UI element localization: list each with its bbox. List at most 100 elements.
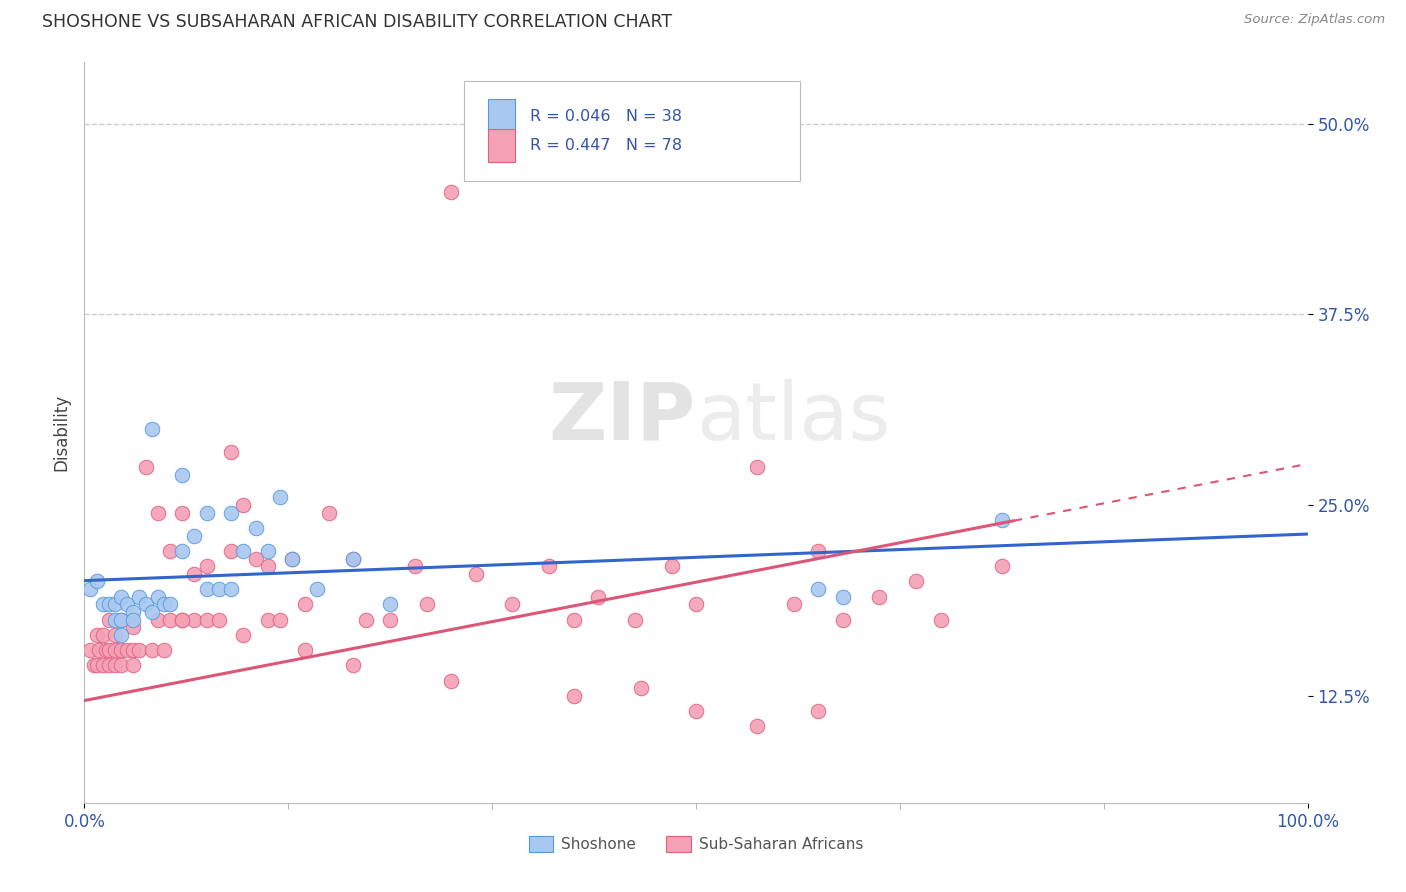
- Point: [110, 613, 132, 627]
- Point: [232, 628, 254, 642]
- Point: [110, 613, 132, 627]
- Point: [807, 582, 830, 596]
- Point: [91, 598, 114, 612]
- Point: [159, 613, 181, 627]
- Point: [342, 551, 364, 566]
- Point: [159, 598, 181, 612]
- Point: [96, 643, 118, 657]
- Point: [294, 643, 316, 657]
- Point: [79, 582, 101, 596]
- Point: [97, 613, 120, 627]
- Point: [991, 559, 1014, 574]
- Point: [404, 559, 426, 574]
- Y-axis label: Disability: Disability: [52, 394, 70, 471]
- Point: [172, 467, 194, 482]
- Point: [97, 643, 120, 657]
- Point: [807, 704, 830, 718]
- Point: [183, 613, 205, 627]
- Point: [104, 658, 127, 673]
- Point: [172, 506, 194, 520]
- Point: [122, 605, 145, 619]
- Point: [172, 613, 194, 627]
- Point: [122, 643, 145, 657]
- Point: [232, 498, 254, 512]
- Point: [141, 605, 163, 619]
- Point: [807, 544, 830, 558]
- Point: [624, 613, 647, 627]
- Point: [146, 613, 169, 627]
- Point: [538, 559, 561, 574]
- Point: [104, 628, 127, 642]
- Point: [122, 658, 145, 673]
- Point: [172, 613, 194, 627]
- Point: [586, 590, 609, 604]
- Point: [219, 444, 242, 458]
- FancyBboxPatch shape: [464, 81, 800, 181]
- Point: [747, 719, 769, 733]
- Point: [183, 566, 205, 581]
- Point: [219, 506, 242, 520]
- Point: [245, 521, 267, 535]
- Point: [342, 658, 364, 673]
- Point: [661, 559, 683, 574]
- Point: [104, 613, 127, 627]
- Point: [97, 598, 120, 612]
- Point: [318, 506, 340, 520]
- Point: [110, 628, 132, 642]
- Point: [195, 582, 218, 596]
- Point: [269, 491, 291, 505]
- Point: [905, 574, 928, 589]
- Point: [135, 598, 157, 612]
- Point: [294, 598, 316, 612]
- Point: [685, 704, 707, 718]
- Point: [91, 628, 114, 642]
- Point: [269, 613, 291, 627]
- Point: [281, 551, 304, 566]
- Point: [86, 628, 108, 642]
- Point: [183, 529, 205, 543]
- Legend: Shoshone, Sub-Saharan Africans: Shoshone, Sub-Saharan Africans: [523, 830, 869, 858]
- Point: [380, 613, 402, 627]
- Point: [257, 613, 280, 627]
- Point: [91, 658, 114, 673]
- Point: [141, 422, 163, 436]
- Point: [128, 643, 150, 657]
- Point: [141, 643, 163, 657]
- Point: [232, 544, 254, 558]
- Text: ZIP: ZIP: [548, 379, 696, 457]
- Point: [87, 643, 110, 657]
- Point: [219, 582, 242, 596]
- Point: [630, 681, 652, 696]
- Point: [104, 598, 127, 612]
- Point: [115, 598, 138, 612]
- Point: [146, 506, 169, 520]
- Point: [122, 620, 145, 634]
- Point: [831, 613, 853, 627]
- Point: [342, 551, 364, 566]
- Point: [135, 460, 157, 475]
- Point: [354, 613, 377, 627]
- Point: [257, 559, 280, 574]
- Point: [97, 658, 120, 673]
- Point: [159, 544, 181, 558]
- Point: [562, 613, 585, 627]
- Point: [831, 590, 853, 604]
- Point: [79, 643, 101, 657]
- Text: R = 0.046   N = 38: R = 0.046 N = 38: [530, 109, 682, 124]
- Point: [747, 460, 769, 475]
- Point: [153, 643, 176, 657]
- Text: Source: ZipAtlas.com: Source: ZipAtlas.com: [1244, 13, 1385, 27]
- Point: [195, 559, 218, 574]
- Point: [110, 590, 132, 604]
- Point: [440, 185, 463, 199]
- Text: atlas: atlas: [696, 379, 890, 457]
- Point: [305, 582, 328, 596]
- Point: [416, 598, 439, 612]
- Point: [146, 590, 169, 604]
- Point: [208, 582, 231, 596]
- Point: [115, 643, 138, 657]
- Text: R = 0.447   N = 78: R = 0.447 N = 78: [530, 138, 682, 153]
- Point: [122, 613, 145, 627]
- Point: [128, 590, 150, 604]
- Point: [172, 544, 194, 558]
